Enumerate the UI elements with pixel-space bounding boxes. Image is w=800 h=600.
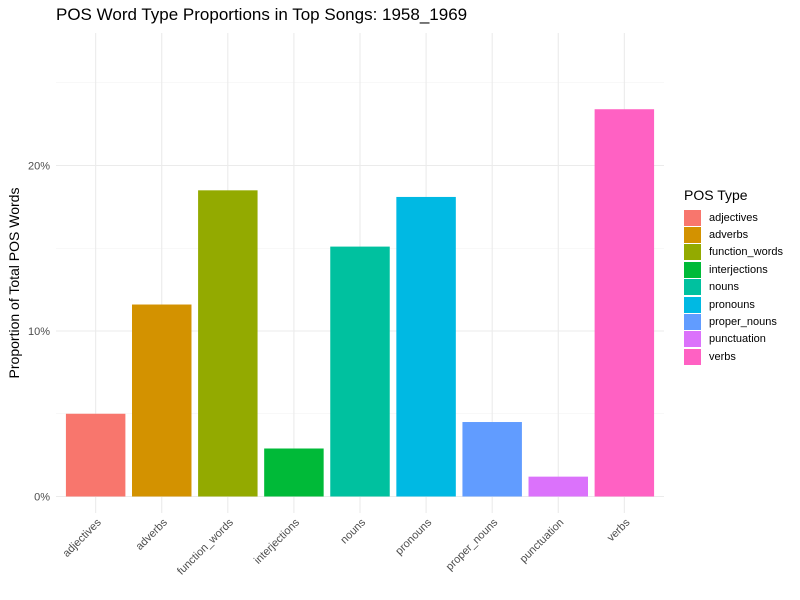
legend-label: verbs <box>709 350 736 363</box>
legend-key <box>684 348 701 365</box>
legend-title: POS Type <box>684 187 748 203</box>
x-tick-label: punctuation <box>518 517 567 566</box>
legend-key <box>684 227 701 244</box>
legend-key <box>684 209 701 226</box>
x-tick-label: proper_nouns <box>444 516 501 573</box>
bar-function_words <box>198 190 258 497</box>
y-tick-label: 0% <box>34 492 50 504</box>
legend-label: adverbs <box>709 229 749 242</box>
bar-punctuation <box>528 476 588 497</box>
legend-key <box>684 314 701 331</box>
legend-key <box>684 279 701 296</box>
legend-item: interjections <box>684 261 783 278</box>
legend-key <box>684 261 701 278</box>
x-tick-label: adverbs <box>134 516 171 553</box>
bar-pronouns <box>396 196 456 497</box>
legend-item: proper_nouns <box>684 313 783 331</box>
legend-key <box>684 296 701 313</box>
y-axis-title: Proportion of Total POS Words <box>6 188 22 379</box>
bar-interjections <box>264 448 324 497</box>
legend-item: verbs <box>684 348 783 365</box>
y-tick-label: 20% <box>28 161 50 173</box>
bar-nouns <box>330 246 390 497</box>
x-tick-label: verbs <box>605 516 633 544</box>
legend-label: nouns <box>709 281 739 294</box>
legend-item: nouns <box>684 279 783 296</box>
x-tick-label: nouns <box>338 516 368 546</box>
legend-item: adjectives <box>684 209 783 226</box>
bar-adverbs <box>132 304 192 497</box>
x-tick-label: interjections <box>252 516 302 566</box>
x-tick-label: adjectives <box>61 516 104 559</box>
legend-items: adjectives adverbs function_words interject… <box>684 209 783 366</box>
legend-label: proper_nouns <box>709 316 777 329</box>
legend-label: function_words <box>709 246 783 259</box>
bar-adjectives <box>65 413 126 497</box>
bar-proper_nouns <box>462 422 522 497</box>
legend-key <box>684 331 701 348</box>
x-tick-label: function_words <box>175 516 236 577</box>
legend: POS Type adjectives adverbs function_words… <box>684 187 783 366</box>
legend-label: punctuation <box>709 333 766 346</box>
legend-label: adjectives <box>709 211 758 224</box>
bar-verbs <box>594 109 655 497</box>
legend-label: interjections <box>709 263 768 276</box>
legend-item: adverbs <box>684 226 783 244</box>
legend-label: pronouns <box>709 298 755 311</box>
legend-item: punctuation <box>684 331 783 348</box>
y-tick-label: 10% <box>28 326 50 338</box>
legend-item: function_words <box>684 244 783 261</box>
legend-item: pronouns <box>684 296 783 313</box>
x-tick-label: pronouns <box>393 516 434 557</box>
chart-title: POS Word Type Proportions in Top Songs: … <box>56 5 468 24</box>
legend-key <box>684 244 701 261</box>
